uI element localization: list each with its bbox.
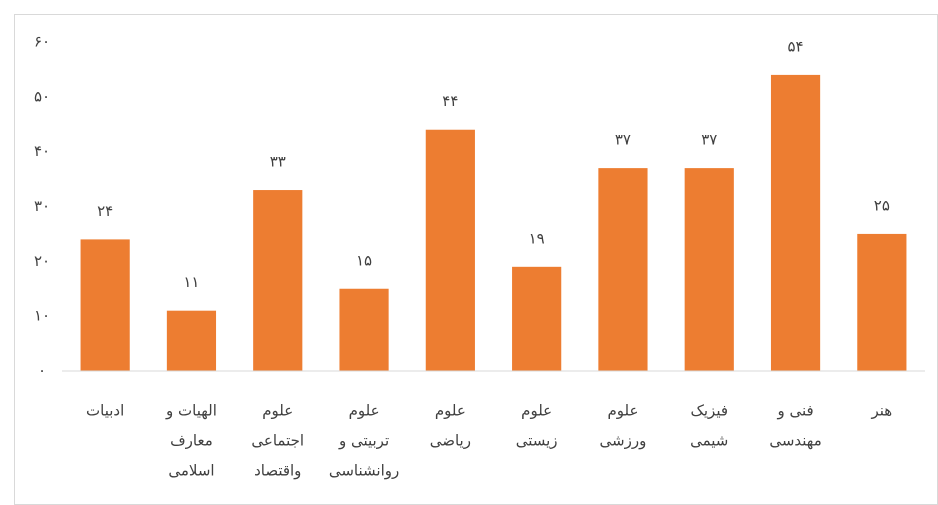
x-tick-label: علوم — [435, 402, 466, 420]
data-label: ۱۵ — [356, 251, 372, 269]
x-tick-label: تربیتی و — [338, 432, 389, 450]
data-label: ۴۴ — [442, 92, 458, 110]
bar — [857, 233, 907, 371]
data-label: ۱۱ — [183, 273, 199, 291]
bar — [684, 168, 734, 371]
bar — [80, 239, 130, 371]
x-tick-label: هنر — [870, 402, 892, 420]
x-tick-label: شیمی — [690, 432, 728, 450]
x-tick-label: ورزشی — [600, 432, 647, 450]
bar — [770, 74, 821, 372]
data-label: ۱۹ — [529, 229, 545, 247]
bar — [598, 168, 648, 371]
y-tick-label: ۰ — [38, 362, 46, 380]
data-label: ۳۷ — [701, 131, 717, 149]
x-tick-label: زیستی — [516, 432, 558, 450]
x-tick-label: علوم — [607, 402, 638, 420]
data-label: ۳۷ — [615, 131, 631, 149]
x-tick-label: اجتماعی — [251, 432, 304, 450]
x-tick-label: ادبیات — [86, 402, 124, 420]
x-tick-label: فنی و — [776, 402, 813, 420]
x-tick-label: فیزیک — [690, 402, 728, 420]
y-tick-label: ۱۰ — [34, 307, 50, 325]
bar — [425, 129, 475, 371]
y-tick-label: ۵۰ — [34, 87, 50, 105]
y-tick-label: ۶۰ — [34, 33, 50, 51]
x-tick-label: علوم — [262, 402, 293, 420]
bar — [253, 190, 303, 371]
y-tick-label: ۲۰ — [34, 252, 50, 270]
x-tick-label: علوم — [521, 402, 552, 420]
data-label: ۲۵ — [874, 196, 890, 214]
x-tick-label: معارف — [170, 432, 213, 450]
bar — [166, 310, 217, 371]
y-tick-label: ۳۰ — [34, 197, 50, 215]
data-label: ۳۳ — [270, 153, 286, 171]
x-tick-label: الهیات و — [165, 402, 217, 420]
x-tick-label: علوم — [349, 402, 380, 420]
bar — [339, 288, 389, 371]
bar — [512, 266, 562, 371]
x-tick-label: ریاضی — [430, 432, 471, 450]
x-tick-label: مهندسی — [769, 432, 821, 450]
x-tick-label: واقتصاد — [254, 462, 301, 480]
y-tick-label: ۴۰ — [34, 142, 50, 160]
data-label: ۲۴ — [97, 202, 113, 220]
x-tick-label: اسلامی — [168, 462, 214, 480]
x-tick-label: روانشناسی — [329, 462, 399, 480]
data-label: ۵۴ — [787, 37, 803, 55]
